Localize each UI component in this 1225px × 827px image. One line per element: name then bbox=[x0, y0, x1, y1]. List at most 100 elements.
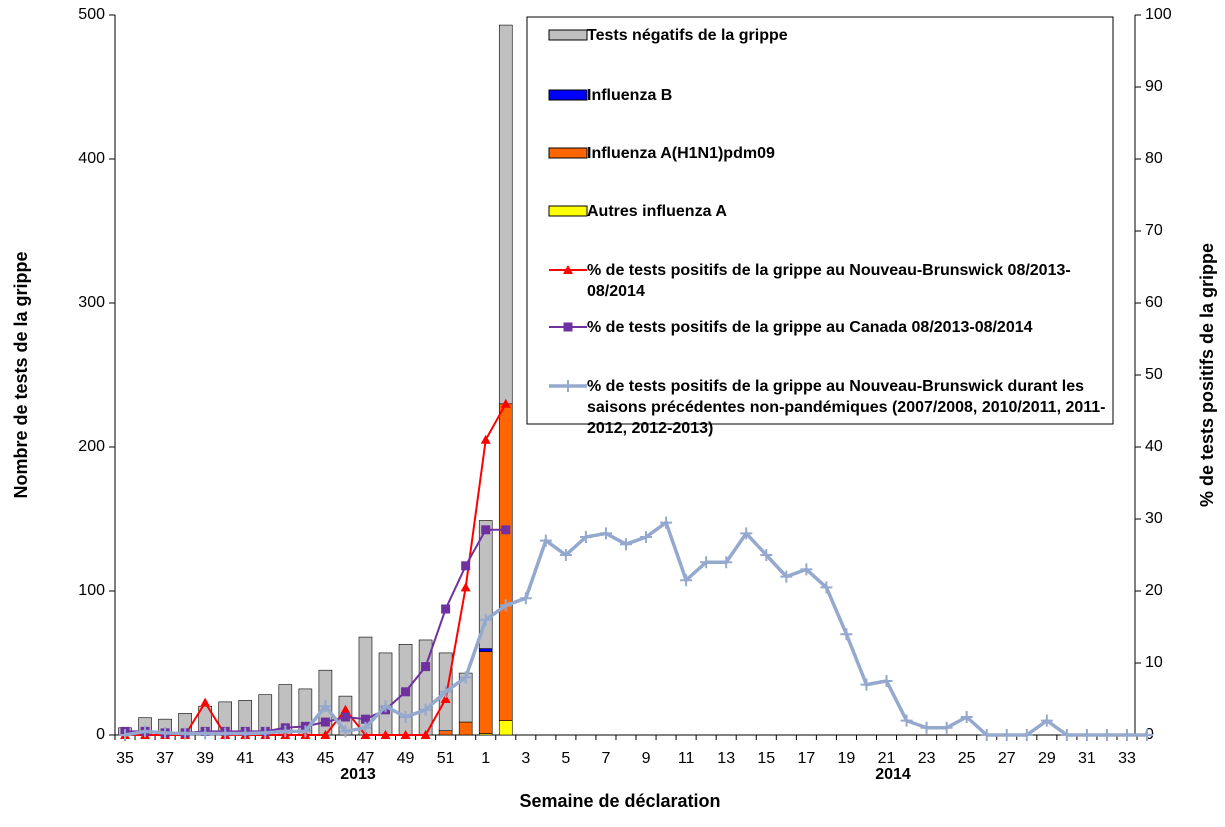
marker bbox=[219, 727, 232, 740]
legend-label: Tests négatifs de la grippe bbox=[587, 27, 788, 44]
y2-tick-label: 20 bbox=[1145, 582, 1163, 599]
legend-swatch bbox=[548, 89, 588, 101]
marker bbox=[461, 561, 471, 571]
marker bbox=[900, 714, 913, 727]
marker bbox=[501, 525, 511, 535]
y2-tick-label: 100 bbox=[1145, 6, 1172, 23]
marker bbox=[239, 727, 252, 740]
y2-tick-label: 90 bbox=[1145, 78, 1163, 95]
marker bbox=[559, 549, 572, 561]
marker bbox=[360, 730, 371, 739]
legend-label: Influenza B bbox=[587, 87, 673, 104]
legend-swatch bbox=[548, 29, 588, 41]
marker bbox=[380, 730, 391, 739]
marker bbox=[299, 725, 312, 738]
x-tick-label: 3 bbox=[521, 750, 530, 767]
x-axis-title: Semaine de déclaration bbox=[519, 791, 720, 811]
marker bbox=[259, 726, 272, 739]
year-label: 2014 bbox=[875, 766, 911, 783]
y-axis-title: Nombre de tests de la grippe bbox=[11, 251, 31, 498]
x-tick-label: 33 bbox=[1118, 750, 1136, 767]
marker bbox=[139, 725, 152, 738]
marker bbox=[400, 730, 411, 739]
marker bbox=[360, 714, 370, 724]
x-tick-label: 39 bbox=[196, 750, 214, 767]
legend-swatch bbox=[548, 205, 588, 217]
marker bbox=[563, 322, 573, 332]
y2-tick-label: 80 bbox=[1145, 150, 1163, 167]
marker bbox=[320, 717, 330, 727]
x-tick-label: 11 bbox=[678, 750, 695, 767]
x-tick-label: 51 bbox=[437, 750, 455, 767]
marker bbox=[1121, 729, 1133, 741]
marker bbox=[860, 678, 873, 691]
x-tick-label: 19 bbox=[838, 750, 856, 767]
marker bbox=[279, 725, 292, 738]
marker bbox=[460, 582, 471, 592]
marker bbox=[379, 700, 392, 713]
marker bbox=[500, 398, 511, 408]
marker bbox=[179, 727, 192, 740]
marker bbox=[1141, 729, 1154, 741]
marker bbox=[539, 534, 552, 547]
marker bbox=[562, 380, 574, 392]
marker bbox=[499, 599, 512, 612]
x-tick-label: 9 bbox=[642, 750, 651, 767]
marker bbox=[1020, 729, 1033, 741]
x-tick-label: 41 bbox=[236, 750, 254, 767]
x-tick-label: 37 bbox=[156, 750, 174, 767]
marker bbox=[820, 581, 833, 594]
legend-label: % de tests positifs de la grippe au Nouv… bbox=[587, 378, 1106, 437]
y2-tick-label: 40 bbox=[1145, 438, 1163, 455]
y-tick-label: 200 bbox=[78, 438, 105, 455]
bar bbox=[478, 648, 493, 652]
bar bbox=[498, 720, 513, 736]
y-tick-label: 300 bbox=[78, 294, 105, 311]
bar bbox=[378, 652, 393, 736]
legend-label: % de tests positifs de la grippe au Cana… bbox=[587, 319, 1033, 336]
x-tick-label: 47 bbox=[357, 750, 375, 767]
bar bbox=[498, 403, 513, 721]
x-tick-label: 15 bbox=[757, 750, 775, 767]
marker bbox=[459, 671, 472, 684]
marker bbox=[1040, 714, 1053, 727]
marker bbox=[159, 726, 172, 739]
x-tick-label: 23 bbox=[918, 750, 936, 767]
marker bbox=[620, 538, 632, 551]
bar bbox=[498, 24, 513, 405]
marker bbox=[700, 556, 713, 569]
marker bbox=[519, 592, 532, 605]
marker bbox=[319, 700, 332, 713]
marker bbox=[480, 434, 491, 444]
marker bbox=[740, 527, 753, 540]
legend-swatch bbox=[548, 147, 588, 159]
marker bbox=[441, 604, 451, 614]
marker bbox=[660, 516, 673, 529]
x-tick-label: 21 bbox=[878, 750, 896, 767]
x-tick-label: 35 bbox=[116, 750, 134, 767]
x-tick-label: 45 bbox=[317, 750, 335, 767]
marker bbox=[479, 613, 492, 626]
bar bbox=[438, 730, 453, 736]
legend-box bbox=[526, 16, 1114, 425]
marker bbox=[119, 729, 131, 741]
y2-tick-label: 70 bbox=[1145, 222, 1163, 239]
marker bbox=[401, 687, 411, 697]
marker bbox=[1000, 729, 1013, 741]
x-tick-label: 43 bbox=[276, 750, 294, 767]
y-tick-label: 0 bbox=[96, 726, 105, 743]
marker bbox=[1060, 729, 1073, 741]
marker bbox=[440, 694, 451, 703]
marker bbox=[419, 703, 432, 716]
marker bbox=[420, 730, 431, 739]
x-tick-label: 29 bbox=[1038, 750, 1056, 767]
y2-tick-label: 30 bbox=[1145, 510, 1163, 527]
legend-label: % de tests positifs de la grippe au Nouv… bbox=[587, 262, 1071, 300]
marker bbox=[680, 574, 693, 587]
y-tick-label: 400 bbox=[78, 150, 105, 167]
x-tick-label: 25 bbox=[958, 750, 976, 767]
x-tick-label: 49 bbox=[397, 750, 415, 767]
marker bbox=[640, 531, 653, 543]
marker bbox=[760, 549, 773, 561]
